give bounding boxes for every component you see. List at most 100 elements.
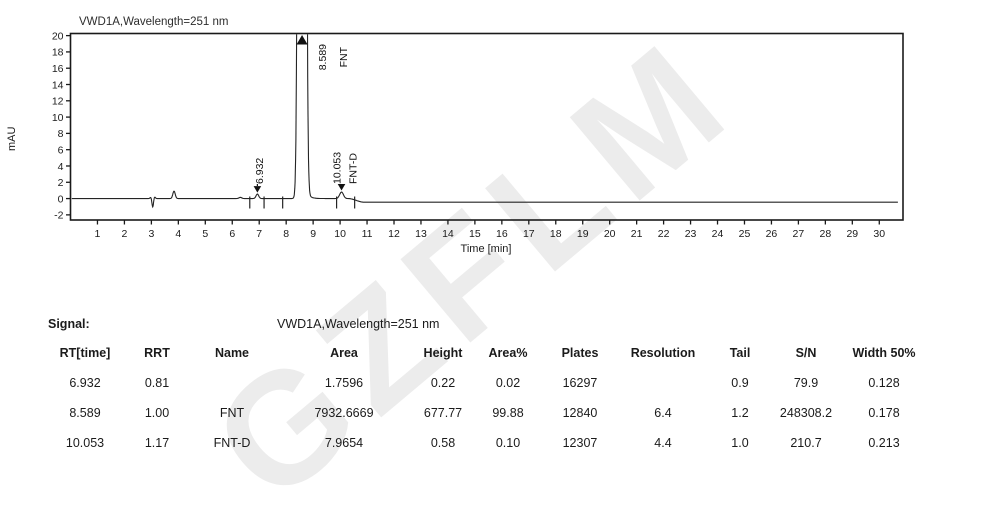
peak-table-cell <box>182 368 282 398</box>
peak-table-cell: 4.4 <box>654 436 672 450</box>
y-tick-label: 14 <box>52 79 64 91</box>
peak-table-row: 6.932 0.81 1.7596 0.22 0.02 16297 0.9 79.9 0.128 <box>38 368 934 398</box>
peak-table-header-cell: RT[time] <box>59 346 111 360</box>
x-tick-label: 29 <box>846 228 858 240</box>
x-axis-title: Time [min] <box>461 243 512 255</box>
peak-table-cell: 248308.2 <box>779 406 833 420</box>
peak-table-cell: 1.17 <box>144 436 170 450</box>
peak-table-cell: 1.00 <box>144 406 170 420</box>
peak-name-label: FNT-D <box>348 153 360 184</box>
peak-table-row: 8.589 1.00 FNT 7932.6669 677.77 99.88 12840 6.4… <box>38 398 934 428</box>
peak-table-header-row: RT[time] RRT Name Area Height Area% Plates Reso… <box>38 338 934 368</box>
chromatogram-plot: VWD1A,Wavelength=251 nm mAU Time [min] -2 0 2… <box>6 16 904 255</box>
peak-table-cell: FNT <box>219 406 245 420</box>
y-tick-label: 16 <box>52 63 64 75</box>
x-tick-label: 25 <box>739 228 751 240</box>
y-tick-label: 18 <box>52 47 64 59</box>
plot-frame <box>69 32 904 221</box>
peak-table-header-cell: RRT <box>144 346 170 360</box>
peak-table-header-cell: S/N <box>795 346 817 360</box>
x-tick-label: 17 <box>523 228 535 240</box>
peak-rt-label: 10.053 <box>332 152 344 184</box>
peak-table-cell: 0.22 <box>430 376 456 390</box>
peak-table-cell: 7.9654 <box>324 436 364 450</box>
peak-table-row: 10.053 1.17 FNT-D 7.9654 0.58 0.10 12307 4.4 1.0… <box>38 428 934 458</box>
peak-table-cell: 0.02 <box>495 376 521 390</box>
x-tick-label: 4 <box>175 228 181 240</box>
peak-table-cell <box>624 368 702 398</box>
x-tick-label: 30 <box>873 228 885 240</box>
signal-value: VWD1A,Wavelength=251 nm <box>277 317 440 331</box>
x-tick-label: 8 <box>283 228 289 240</box>
x-tick-label: 18 <box>550 228 562 240</box>
peak-table-cell: 8.589 <box>69 406 101 420</box>
x-tick-label: 7 <box>256 228 262 240</box>
peak-rt-label: 6.932 <box>254 158 266 184</box>
x-tick-label: 14 <box>442 228 454 240</box>
peak-table-cell: 0.128 <box>868 376 900 390</box>
y-tick-label: 8 <box>58 128 64 140</box>
peak-table-header-cell: Height <box>423 346 463 360</box>
peak-table-cell: FNT-D <box>213 436 251 450</box>
peak-table-cell: 79.9 <box>793 376 819 390</box>
x-tick-label: 27 <box>793 228 805 240</box>
peak-table-cell: 7932.6669 <box>314 406 374 420</box>
x-tick-label: 11 <box>362 228 373 240</box>
peak-arrow-marker <box>253 186 262 193</box>
chart-title: VWD1A,Wavelength=251 nm <box>79 16 228 28</box>
peak-results-table: RT[time] RRT Name Area Height Area% Plates Reso… <box>38 338 934 458</box>
peak-name-label: FNT <box>338 46 350 67</box>
x-tick-label: 23 <box>685 228 697 240</box>
peak-table-cell: 0.81 <box>144 376 170 390</box>
peak-table-cell: 0.58 <box>430 436 456 450</box>
peak-apex-marker <box>296 35 308 45</box>
y-tick-label: 2 <box>58 177 64 189</box>
peak-table-cell: 12307 <box>562 436 598 450</box>
peak-table-cell: 1.0 <box>731 436 749 450</box>
x-tick-label: 26 <box>766 228 778 240</box>
signal-trace <box>71 34 898 209</box>
x-tick-label: 20 <box>604 228 616 240</box>
peak-table-cell: 0.9 <box>731 376 749 390</box>
peak-arrow-marker <box>337 184 346 191</box>
peak-table-header-cell: Resolution <box>630 346 696 360</box>
x-tick-label: 2 <box>121 228 127 240</box>
peak-table-header-cell: Width 50% <box>852 346 916 360</box>
peak-table-cell: 6.932 <box>69 376 101 390</box>
x-tick-label: 19 <box>577 228 589 240</box>
x-tick-label: 10 <box>334 228 346 240</box>
x-tick-label: 1 <box>95 228 101 240</box>
signal-label: Signal: <box>48 317 90 331</box>
peak-table-cell: 0.10 <box>495 436 521 450</box>
peak-table-cell: 16297 <box>562 376 598 390</box>
x-tick-label: 3 <box>148 228 154 240</box>
peak-table-cell: 1.2 <box>731 406 749 420</box>
peak-table-header-cell: Name <box>214 346 250 360</box>
y-tick-label: 12 <box>52 96 64 108</box>
peak-table-cell: 10.053 <box>65 436 105 450</box>
y-axis-title: mAU <box>6 127 18 152</box>
x-tick-label: 9 <box>310 228 316 240</box>
peak-table-cell: 210.7 <box>790 436 822 450</box>
peak-table-header-cell: Area <box>330 346 358 360</box>
peak-table-cell: 677.77 <box>423 406 463 420</box>
x-tick-label: 12 <box>388 228 400 240</box>
y-tick-label: 4 <box>58 161 64 173</box>
y-tick-label: 20 <box>52 30 64 42</box>
y-tick-label: 0 <box>58 193 64 205</box>
peak-table-header-cell: Area% <box>488 346 528 360</box>
peak-table-cell: 1.7596 <box>324 376 364 390</box>
x-tick-label: 28 <box>820 228 832 240</box>
peak-table-cell: 0.213 <box>868 436 900 450</box>
peak-table-cell: 0.178 <box>868 406 900 420</box>
x-tick-label: 15 <box>469 228 481 240</box>
peak-table-header-cell: Plates <box>561 346 599 360</box>
peak-table-cell: 6.4 <box>654 406 672 420</box>
y-tick-label: 6 <box>58 144 64 156</box>
y-tick-label: -2 <box>54 210 63 222</box>
x-tick-label: 21 <box>631 228 643 240</box>
x-tick-label: 13 <box>415 228 427 240</box>
peak-rt-label: 8.589 <box>317 44 329 70</box>
peak-table-cell: 12840 <box>562 406 598 420</box>
